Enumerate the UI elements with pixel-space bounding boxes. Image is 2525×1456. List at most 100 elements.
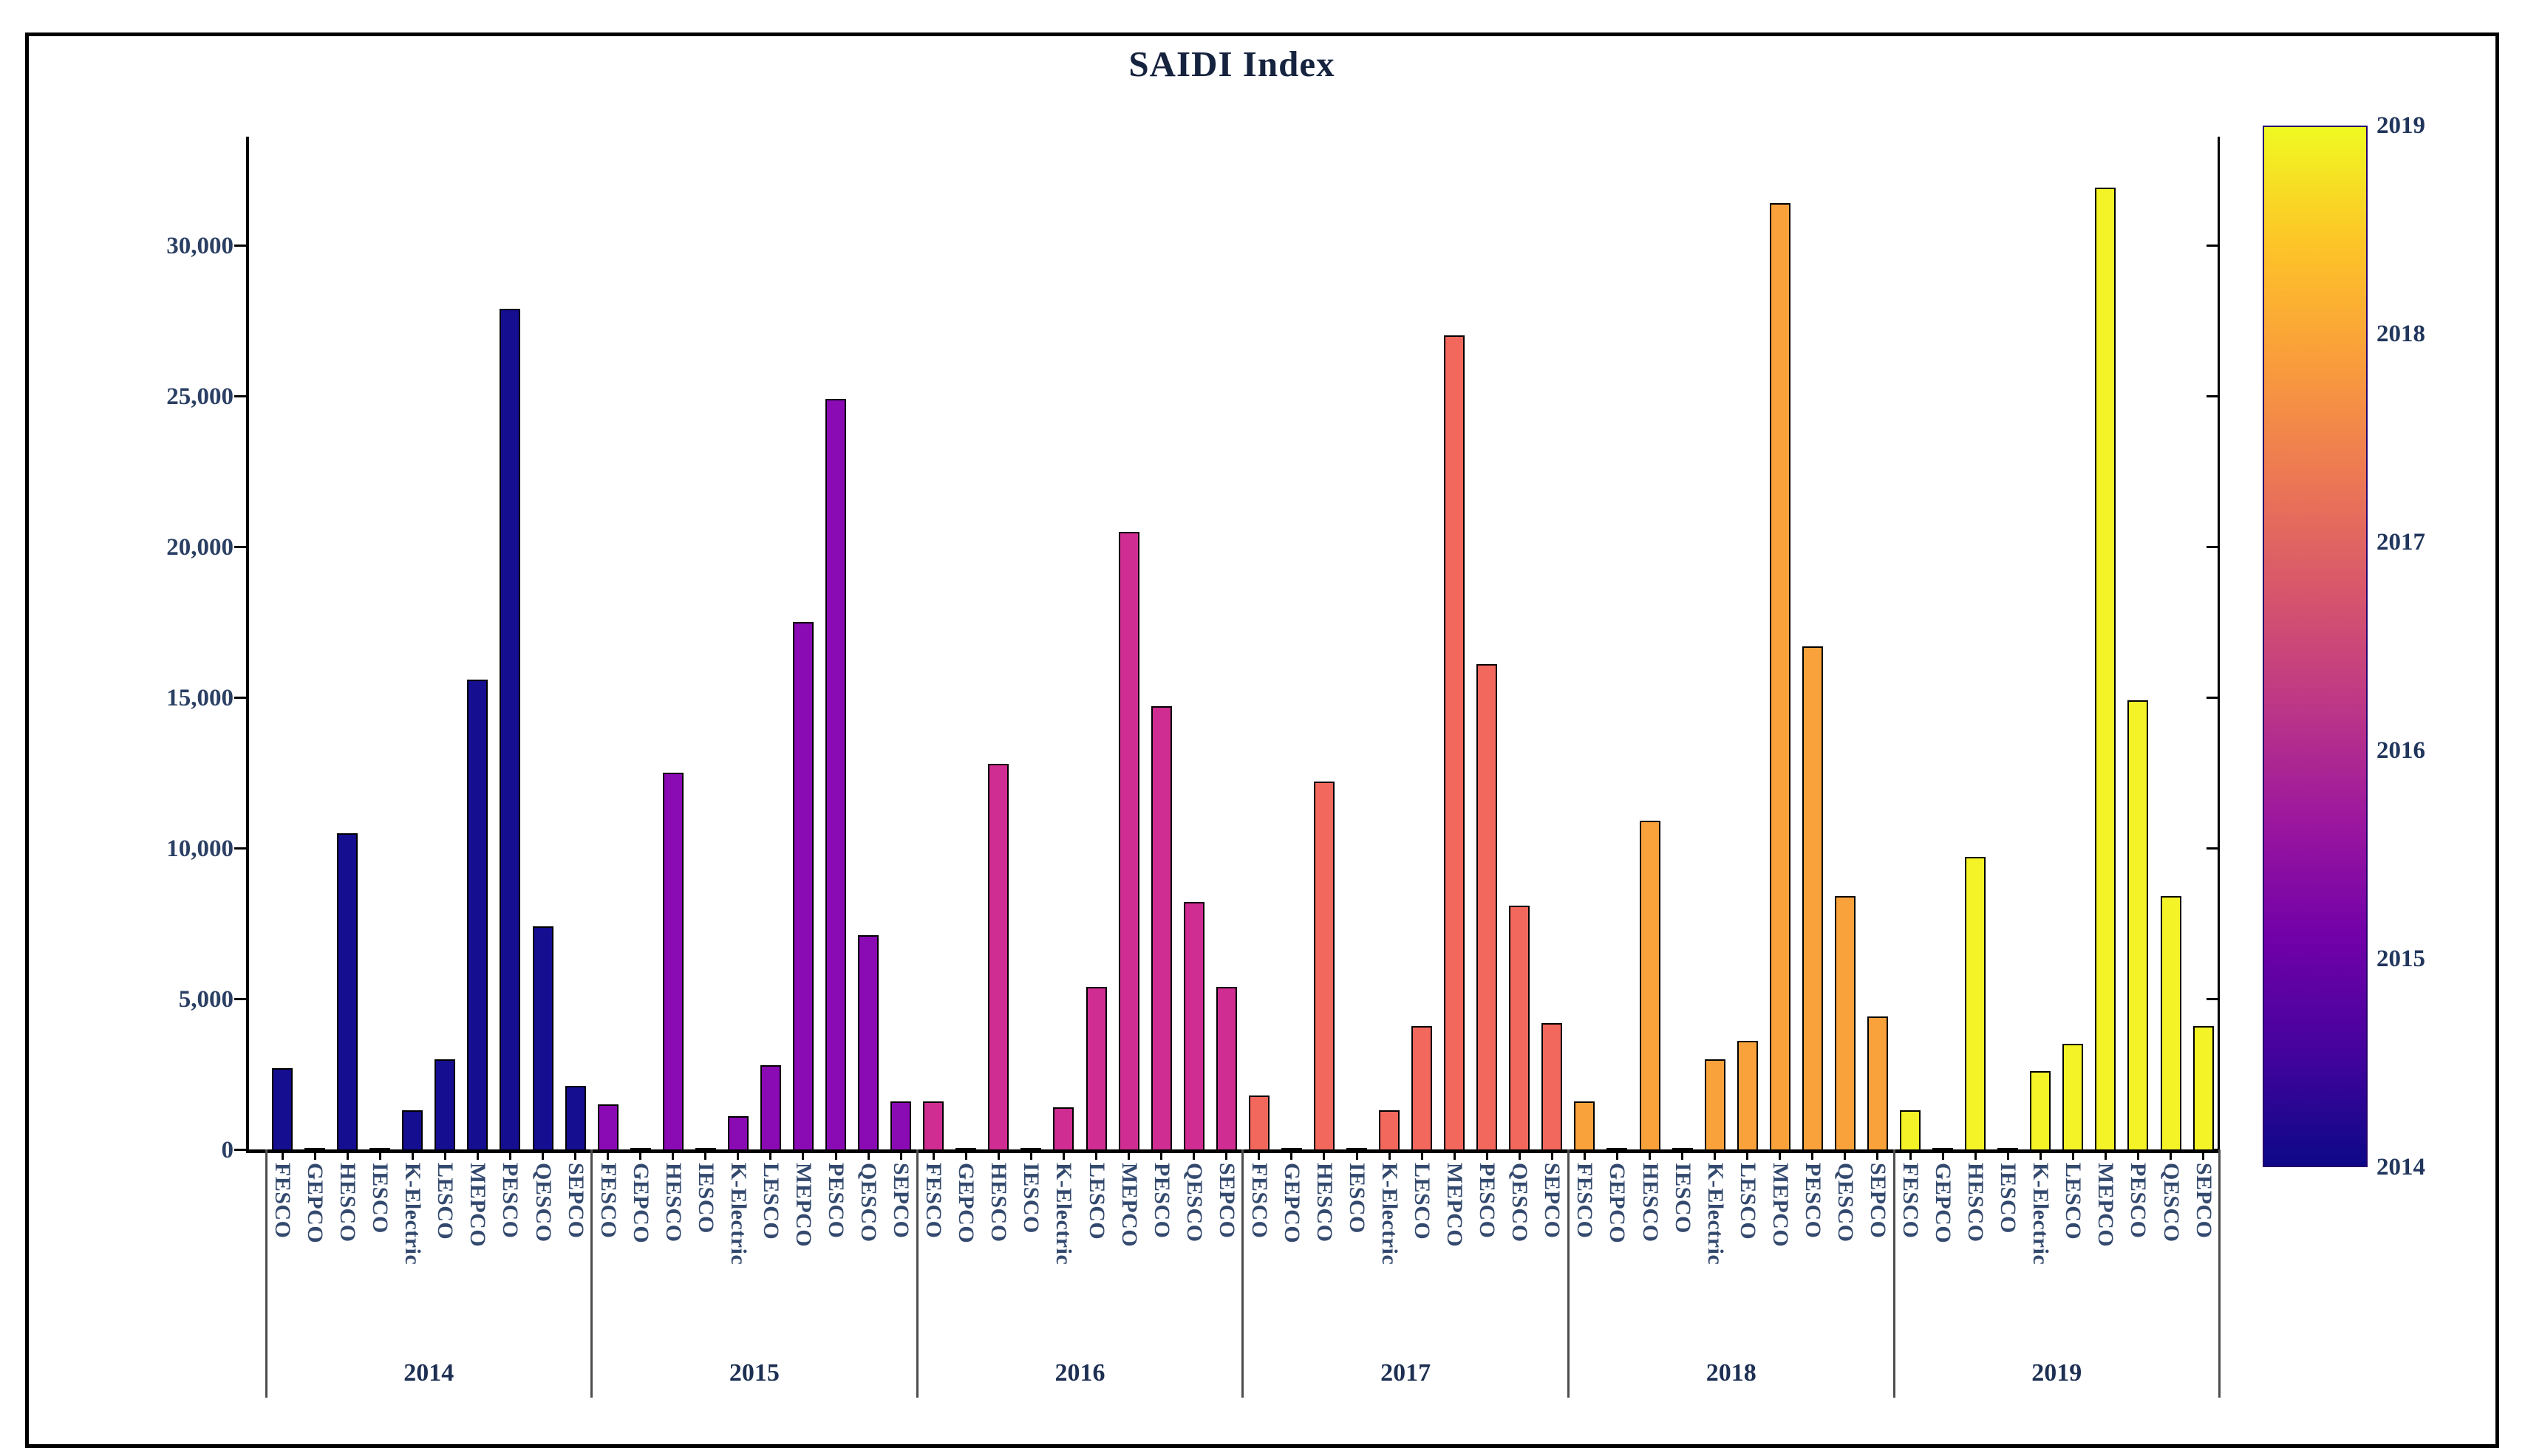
y-tick-label: 30,000	[166, 233, 234, 259]
y-tick-label: 15,000	[166, 685, 234, 711]
year-group-separator	[1892, 1149, 1895, 1398]
bar-base-tick	[508, 1153, 511, 1160]
x-category-label: LESCO	[1735, 1163, 1760, 1240]
bar-2014-QESCO	[532, 926, 553, 1149]
x-category-label: FESCO	[1247, 1163, 1272, 1239]
y-tick-mark-right	[2207, 245, 2218, 247]
bar-2018-QESCO	[1834, 896, 1856, 1149]
y-tick-mark-right	[2207, 847, 2218, 850]
y-tick-label: 10,000	[166, 835, 234, 862]
bar-2015-MEPCO	[792, 622, 814, 1149]
right-spine-line	[2218, 137, 2220, 1153]
bar-2016-FESCO	[923, 1101, 944, 1149]
bar-base-tick	[1095, 1153, 1098, 1160]
colorbar-tick-label: 2014	[2376, 1154, 2425, 1180]
x-category-label: IESCO	[1670, 1163, 1695, 1234]
bar-base-tick	[2006, 1153, 2009, 1160]
bar-base-tick	[1388, 1153, 1391, 1160]
y-tick-mark	[234, 1149, 247, 1151]
bar-2019-SEPCO	[2192, 1025, 2214, 1149]
bar-base-tick	[1649, 1153, 1652, 1160]
year-group-label: 2017	[1380, 1359, 1431, 1387]
bar-base-tick	[346, 1153, 349, 1160]
year-group-separator	[1567, 1149, 1570, 1398]
bar-2016-PESCO	[1151, 706, 1172, 1149]
bar-base-tick	[1811, 1153, 1814, 1160]
x-category-label: K-Electric	[1377, 1163, 1403, 1265]
x-category-label: PESCO	[498, 1163, 523, 1239]
year-group-separator	[265, 1149, 268, 1398]
y-tick-mark	[234, 998, 247, 1000]
bar-base-tick	[607, 1153, 610, 1160]
bar-2017-GEPCO	[1281, 1148, 1302, 1149]
bar-2018-MEPCO	[1769, 202, 1790, 1149]
bar-2016-HESCO	[988, 763, 1009, 1149]
bar-2019-FESCO	[1900, 1110, 1921, 1149]
colorbar-tick-label: 2017	[2376, 529, 2425, 556]
x-category-label: K-Electric	[401, 1163, 426, 1265]
year-group-label: 2015	[729, 1359, 780, 1387]
x-category-label: MEPCO	[1442, 1163, 1468, 1248]
bar-2014-PESCO	[500, 308, 521, 1149]
bar-base-tick	[769, 1153, 772, 1160]
x-category-label: FESCO	[1898, 1163, 1923, 1239]
bar-2015-HESCO	[662, 773, 684, 1149]
x-category-label: FESCO	[921, 1163, 947, 1239]
y-tick-mark	[234, 546, 247, 548]
bar-base-tick	[476, 1153, 479, 1160]
x-category-label: SEPCO	[1214, 1163, 1239, 1239]
bar-2018-PESCO	[1802, 646, 1823, 1149]
bar-2015-K-Electric	[727, 1116, 749, 1149]
x-category-label: LESCO	[1410, 1163, 1435, 1240]
x-category-label: IESCO	[1345, 1163, 1369, 1234]
bar-base-tick	[1258, 1153, 1261, 1160]
bar-base-tick	[672, 1153, 675, 1160]
colorbar-tick-label: 2018	[2376, 321, 2425, 347]
bar-2017-LESCO	[1411, 1025, 1433, 1149]
year-group-label: 2016	[1054, 1359, 1105, 1387]
bar-base-tick	[1518, 1153, 1521, 1160]
y-tick-label: 20,000	[166, 534, 234, 561]
colorbar-tick-label: 2015	[2376, 946, 2425, 972]
bar-base-tick	[443, 1153, 446, 1160]
bar-base-tick	[867, 1153, 870, 1160]
bar-2017-IESCO	[1346, 1148, 1367, 1149]
x-category-label: GEPCO	[1279, 1163, 1304, 1244]
y-tick-label: 25,000	[166, 383, 234, 410]
bar-base-tick	[899, 1153, 902, 1160]
x-category-label: K-Electric	[1703, 1163, 1728, 1265]
bar-base-tick	[1550, 1153, 1553, 1160]
x-category-label: QESCO	[856, 1163, 882, 1243]
year-group-separator	[1241, 1149, 1244, 1398]
bar-2017-PESCO	[1476, 664, 1498, 1149]
x-category-label: IESCO	[1996, 1163, 2021, 1234]
x-category-label: K-Electric	[726, 1163, 751, 1265]
bar-2019-GEPCO	[1932, 1148, 1954, 1149]
bar-base-tick	[1779, 1153, 1782, 1160]
bar-base-tick	[834, 1153, 837, 1160]
y-tick-mark-right	[2207, 697, 2218, 699]
bar-base-tick	[1681, 1153, 1684, 1160]
bar-base-tick	[574, 1153, 577, 1160]
y-tick-label: 0	[221, 1137, 234, 1163]
x-category-label: LESCO	[1084, 1163, 1109, 1240]
x-category-label: MEPCO	[1768, 1163, 1793, 1248]
y-tick-mark	[234, 697, 247, 699]
bar-base-tick	[2071, 1153, 2074, 1160]
bar-2016-MEPCO	[1118, 531, 1139, 1149]
bar-2015-QESCO	[858, 935, 879, 1149]
bar-2015-LESCO	[760, 1064, 781, 1149]
bar-base-tick	[964, 1153, 967, 1160]
x-category-label: HESCO	[1638, 1163, 1663, 1243]
bar-2018-LESCO	[1737, 1041, 1758, 1149]
x-category-label: SEPCO	[1865, 1163, 1890, 1239]
bar-2018-K-Electric	[1704, 1059, 1725, 1149]
bar-2014-LESCO	[435, 1059, 456, 1149]
x-category-label: LESCO	[758, 1163, 783, 1240]
bar-2014-K-Electric	[402, 1110, 423, 1149]
bar-base-tick	[378, 1153, 381, 1160]
bar-base-tick	[1746, 1153, 1749, 1160]
y-tick-mark-right	[2207, 1149, 2218, 1151]
x-category-label: K-Electric	[1052, 1163, 1077, 1265]
bar-base-tick	[639, 1153, 642, 1160]
